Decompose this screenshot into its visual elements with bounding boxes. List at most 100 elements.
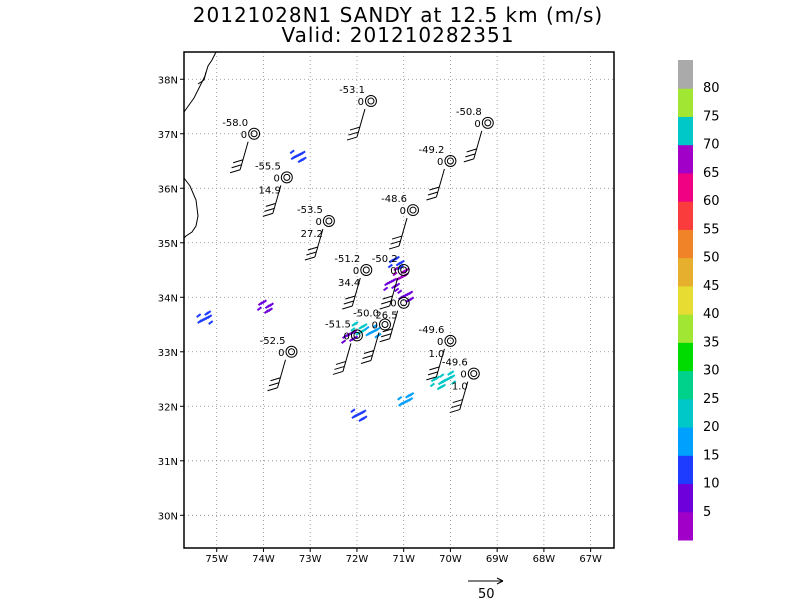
colorbar-segment [678,144,693,174]
colorbar: 5 10 15 20 25 30 35 40 45 50 55 60 65 70 75 80 [678,60,720,541]
station-circle [364,95,377,108]
x-tick-label: 67W [579,554,602,565]
wind-barb-feather [335,360,347,365]
station-value: 0 [437,337,443,348]
wind-barb-feather [360,360,372,365]
wind-arrow [440,379,446,384]
wind-arrow [351,322,357,327]
wind-observation [196,310,214,325]
wind-observation [289,149,307,164]
x-tick-label: 73W [299,554,322,565]
colorbar-segment [678,285,693,315]
station-inner-circle [367,97,375,105]
wind-arrow [263,309,270,314]
colorbar-segment [678,455,693,485]
y-tick-label: 34N [158,293,178,304]
station-value: 0 [278,348,284,359]
wind-barb-feather [363,350,375,355]
wind-arrow [351,414,357,419]
colorbar-label: 5 [703,505,711,520]
wind-barb-feather [427,371,439,376]
wind-barb-feather [346,136,358,141]
colorbar-label: 40 [703,307,720,322]
wind-barb-feather [466,148,477,153]
station-inner-circle [446,157,454,165]
colorbar-segment [678,88,693,117]
station-inner-circle [400,266,408,274]
wind-barb-feather [334,365,345,370]
y-tick-label: 35N [158,239,178,250]
wind-arrow [204,311,210,316]
station-circle [444,334,457,347]
wind-observation [439,370,457,385]
wind-barb-feather [429,186,440,191]
scale-arrowhead [496,577,504,585]
wind-arrow [264,304,271,309]
station-circle [444,155,457,168]
wind-barb-feather [382,295,393,300]
colorbar-segment [678,511,693,541]
wind-barb-feather [449,409,460,414]
axis-labels: 75W 74W 73W 72W 71W 70W 69W 68W 67W 30N 31N 32N 33N 3… [158,75,602,565]
station-inner-circle [353,331,361,339]
wind-barb-feather [332,370,344,375]
wind-barb-feather [265,202,276,207]
station-temperature: -49.6 [419,325,445,336]
wind-barb-feather [345,295,356,300]
wind-arrow [350,408,356,413]
wind-observation [350,321,368,336]
colorbar-segment [678,427,693,456]
wind-barb-feather [342,305,353,310]
colorbar-label: 65 [703,166,720,181]
station-inner-circle [362,266,370,274]
station-value: 0 [437,157,443,168]
colorbar-label: 70 [703,138,720,153]
colorbar-segment [678,116,693,146]
station-temperature: -49.6 [442,358,468,369]
wind-barb-feather [390,240,401,245]
wind-barb-feather [267,387,278,392]
colorbar-label: 55 [703,222,720,237]
wind-arrow [257,301,264,306]
wind-barb-feather [381,333,392,338]
colorbar-segment [678,342,693,372]
wind-arrow [350,327,356,332]
wind-barb-feather [264,207,275,212]
y-tick-label: 37N [158,130,178,141]
colorbar-segment [678,60,693,89]
wind-barb-feather [229,169,241,174]
colorbar-segment [678,201,693,230]
y-tick-label: 31N [158,457,178,468]
wind-arrow [355,331,361,336]
wind-arrow [197,319,203,324]
station-value: 0 [316,217,322,228]
station: -50.80 [456,107,494,163]
x-tick-label: 68W [533,554,556,565]
wind-barb-shaft [356,108,366,138]
wind-barb-feather [379,305,390,310]
station-circle [322,214,335,227]
wind-barb-feather [343,300,354,305]
colorbar-segment [678,398,693,428]
colorbar-label: 75 [703,109,720,124]
chart-title: 20121028N1 SANDY at 12.5 km (m/s) [192,3,604,27]
wind-barb-feather [388,245,400,250]
wind-barb-shaft [398,217,408,247]
wind-barb-feather [307,246,319,251]
scale-vector: 50 [468,577,504,600]
station-extra: 1.0 [429,349,445,360]
station-temperature: -50.2 [372,254,398,265]
y-tick-label: 36N [158,184,178,195]
station-inner-circle [283,173,291,181]
wind-observations [196,149,457,422]
station-value: 0 [273,173,279,184]
colorbar-label: 25 [703,392,720,407]
wind-observation [364,323,382,339]
colorbar-segment [678,257,693,287]
station-inner-circle [470,370,478,378]
wind-arrow [395,261,401,267]
station: -58.00 [222,118,261,174]
